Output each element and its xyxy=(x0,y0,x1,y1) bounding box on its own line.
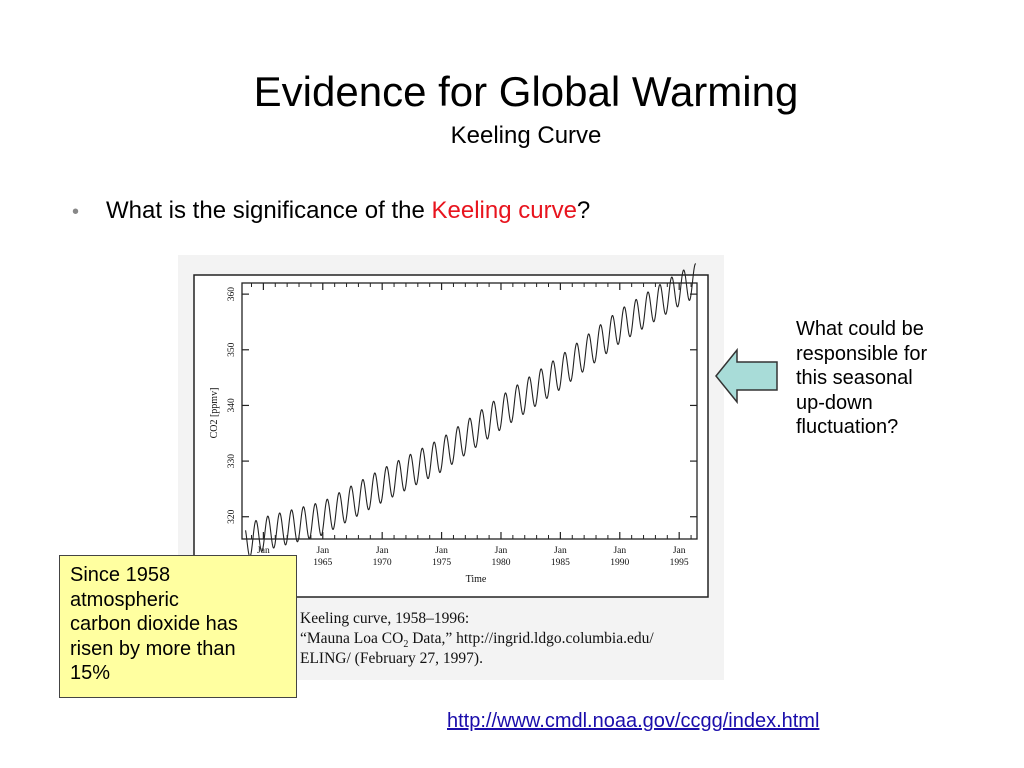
seasonal-question: What could be responsible for this seaso… xyxy=(796,317,927,440)
caption-line-2-sub: 2 xyxy=(403,639,409,651)
callout-box: Since 1958 atmospheric carbon dioxide ha… xyxy=(59,555,297,698)
x-tick-label-month-1995: Jan xyxy=(673,546,686,556)
callout-line-5: 15% xyxy=(70,662,111,684)
caption-line-1: Keeling curve, 1958–1996: xyxy=(300,610,470,627)
y-tick-label-340: 340 xyxy=(227,398,237,413)
caption-line-2-a: “Mauna Loa CO xyxy=(300,630,404,647)
bullet-text: What is the significance of the xyxy=(106,197,432,224)
bullet-icon: • xyxy=(72,201,80,223)
x-tick-label-month-1965: Jan xyxy=(316,546,329,556)
y-tick-label-330: 330 xyxy=(227,454,237,469)
x-tick-label-month-1970: Jan xyxy=(376,546,389,556)
slide-title: Evidence for Global Warming xyxy=(253,68,799,115)
callout-line-1: Since 1958 xyxy=(70,564,171,586)
left-arrow-icon xyxy=(715,348,778,404)
callout-line-2: atmospheric xyxy=(70,588,179,611)
x-tick-label-year-1995: 1995 xyxy=(670,558,689,568)
y-tick-label-350: 350 xyxy=(227,342,237,357)
question-line-1: What could be xyxy=(796,318,924,340)
x-tick-label-year-1970: 1970 xyxy=(373,558,392,568)
y-axis-label: CO2 [ppmv] xyxy=(209,388,220,439)
callout-line-4: risen by more than xyxy=(70,637,236,660)
bullet-question: • What is the significance of the Keeling… xyxy=(72,196,590,227)
x-tick-label-month-1975: Jan xyxy=(435,546,448,556)
caption-line-2-b: Data,” http://ingrid.ldgo.columbia.edu/ xyxy=(408,630,654,647)
caption-line-2: “Mauna Loa CO2 Data,” http://ingrid.ldgo… xyxy=(300,629,654,651)
plot-area xyxy=(241,282,698,540)
question-line-2: responsible for xyxy=(796,342,928,365)
y-tick-label-360: 360 xyxy=(227,287,237,302)
x-tick-label-year-1985: 1985 xyxy=(551,558,570,568)
noaa-link[interactable]: http://www.cmdl.noaa.gov/ccgg/index.html xyxy=(447,710,820,732)
question-line-5: fluctuation? xyxy=(796,416,899,438)
x-tick-label-month-1960: Jan xyxy=(257,546,270,556)
co2-series-line xyxy=(245,263,696,558)
question-line-3: this seasonal xyxy=(796,367,913,389)
slide-subtitle: Keeling Curve xyxy=(450,122,602,149)
caption-line-3: ELING/ (February 27, 1997). xyxy=(300,650,483,667)
x-tick-label-year-1975: 1975 xyxy=(432,558,451,568)
x-tick-label-month-1985: Jan xyxy=(554,546,567,556)
keeling-curve-term: Keeling curve xyxy=(431,197,577,224)
y-tick-label-320: 320 xyxy=(227,509,237,524)
figure-caption: Keeling curve, 1958–1996: “Mauna Loa CO2… xyxy=(300,609,654,669)
x-tick-label-year-1965: 1965 xyxy=(313,558,332,568)
x-tick-label-year-1980: 1980 xyxy=(491,558,510,568)
keeling-chart: CO2 [ppmv] Time 320330340350360Jan1960Ja… xyxy=(193,263,709,598)
x-tick-label-year-1990: 1990 xyxy=(610,558,629,568)
x-tick-label-month-1990: Jan xyxy=(613,546,626,556)
x-axis-label: Time xyxy=(466,574,487,585)
chart-frame xyxy=(193,274,709,598)
callout-line-3: carbon dioxide has xyxy=(70,613,238,635)
question-line-4: up-down xyxy=(796,391,873,414)
x-tick-label-month-1980: Jan xyxy=(495,546,508,556)
bullet-suffix: ? xyxy=(576,197,591,224)
